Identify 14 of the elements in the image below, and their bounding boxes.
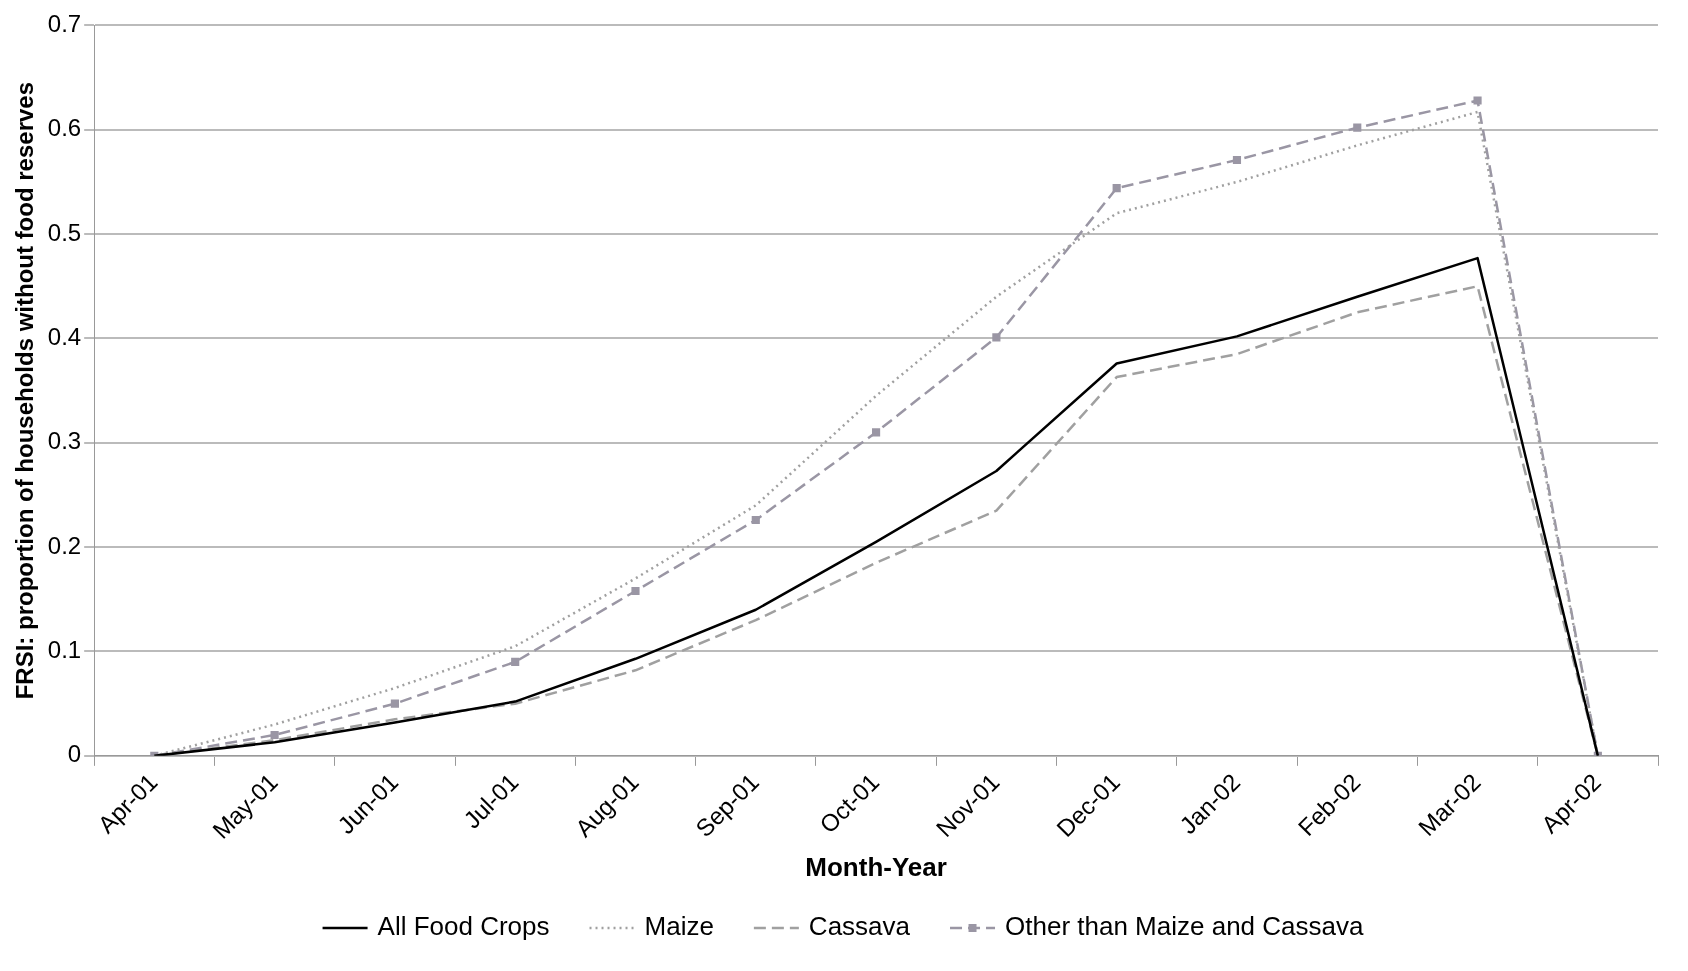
x-axis-title: Month-Year [805,851,947,882]
y-tick-label: 0 [67,740,82,768]
y-tick-label: 0.2 [47,531,82,559]
legend-label: Cassava [808,911,911,942]
y-tick-label: 0.1 [47,636,82,664]
y-axis-title: FRSI: proportion of households without food reserves [11,81,39,700]
y-tick-label: 0.7 [47,10,82,38]
y-tick-label: 0.4 [47,323,82,351]
legend-label: Maize [644,911,714,942]
y-tick-label: 0.5 [47,218,82,246]
y-tick-label: 0.3 [47,427,82,455]
legend-label: Other than Maize and Cassava [1005,911,1364,942]
legend-label: All Food Crops [377,911,550,942]
y-tick-label: 0.6 [47,114,82,142]
